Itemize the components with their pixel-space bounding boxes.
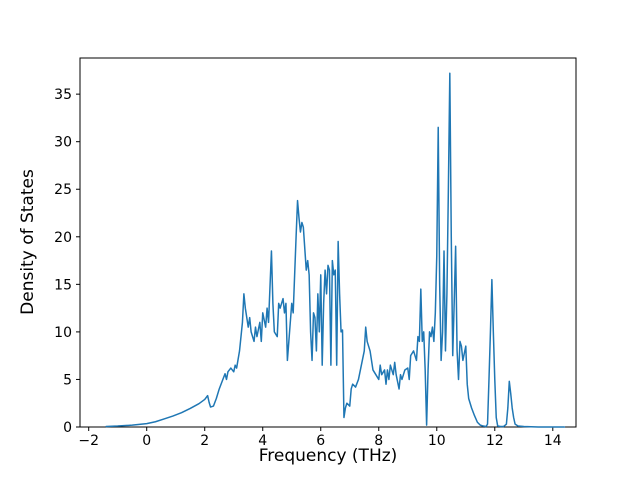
x-tick-label: 2 [200,433,209,449]
x-tick-label: 8 [374,433,383,449]
y-tick-label: 25 [54,182,72,198]
x-tick-label: 0 [142,433,151,449]
x-axis-label: Frequency (THz) [258,446,398,466]
x-tick-label: −2 [78,433,99,449]
x-tick-label: 6 [316,433,325,449]
y-tick-label: 35 [54,87,72,103]
y-tick-label: 5 [63,372,72,388]
x-tick-label: 12 [486,433,504,449]
y-tick-label: 15 [54,277,72,293]
y-axis-label: Density of States [18,169,38,315]
y-tick-label: 30 [54,135,72,151]
y-tick-label: 10 [54,325,72,341]
x-tick-label: 14 [544,433,562,449]
density_of_states-line [105,72,566,428]
y-tick-label: 20 [54,230,72,246]
y-tick-label: 0 [63,420,72,436]
axes-box [79,57,577,428]
x-tick-label: 4 [258,433,267,449]
x-tick-label: 10 [428,433,446,449]
